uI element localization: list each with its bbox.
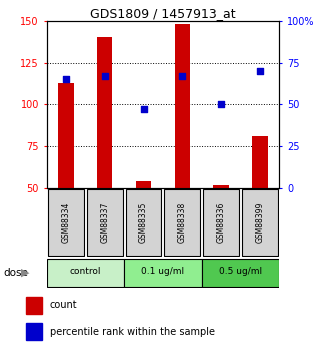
Bar	[203, 189, 239, 256]
Text: control: control	[70, 267, 101, 276]
Text: GSM88338: GSM88338	[178, 202, 187, 243]
Text: GSM88336: GSM88336	[217, 202, 226, 243]
Point	[141, 107, 146, 112]
Bar	[213, 185, 229, 188]
Bar	[242, 189, 278, 256]
Text: GSM88399: GSM88399	[256, 202, 265, 243]
Bar	[47, 259, 124, 286]
Bar	[97, 38, 112, 188]
Bar	[136, 181, 151, 188]
Text: count: count	[50, 300, 77, 310]
Bar	[175, 24, 190, 188]
Point	[219, 101, 224, 107]
Point	[63, 77, 68, 82]
Bar	[26, 297, 42, 314]
Point	[102, 73, 107, 79]
Title: GDS1809 / 1457913_at: GDS1809 / 1457913_at	[90, 7, 236, 20]
Point	[180, 73, 185, 79]
Text: dose: dose	[3, 268, 28, 277]
Text: GSM88337: GSM88337	[100, 202, 109, 243]
Bar	[164, 189, 200, 256]
Bar	[126, 189, 161, 256]
Bar	[202, 259, 279, 286]
Bar	[26, 323, 42, 341]
Text: ▶: ▶	[21, 268, 29, 277]
Bar	[124, 259, 202, 286]
Text: GSM88334: GSM88334	[61, 202, 70, 243]
Bar	[252, 136, 268, 188]
Text: 0.5 ug/ml: 0.5 ug/ml	[219, 267, 262, 276]
Point	[257, 68, 263, 74]
Bar	[48, 189, 84, 256]
Bar	[58, 82, 74, 188]
Text: percentile rank within the sample: percentile rank within the sample	[50, 327, 215, 337]
Bar	[87, 189, 123, 256]
Text: 0.1 ug/ml: 0.1 ug/ml	[141, 267, 185, 276]
Text: GSM88335: GSM88335	[139, 202, 148, 243]
